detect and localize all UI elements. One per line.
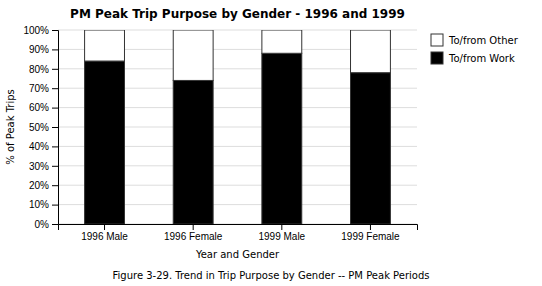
title: PM Peak Trip Purpose by Gender - 1996 an… [70, 7, 405, 21]
bar [173, 80, 213, 224]
grid [58, 30, 417, 224]
tick-mark [193, 224, 194, 230]
tick-label: 70% [29, 83, 49, 94]
legend-item: To/from Work [431, 52, 515, 64]
bar [173, 30, 213, 80]
axis-line [59, 225, 418, 231]
tick-mark [52, 69, 58, 70]
tick-mark [52, 108, 58, 109]
tick-mark [52, 88, 58, 89]
tick-label: 0% [35, 219, 50, 230]
x-label: Year and Gender [195, 249, 280, 260]
tick: 1999 Female [341, 224, 400, 242]
legend-swatch [431, 34, 443, 46]
tick-label: 10% [29, 199, 49, 210]
bar [262, 30, 302, 53]
tick: 0% [35, 219, 58, 230]
x-axis: 1996 Male 1996 Female 1999 Male 1999 Female [59, 224, 418, 242]
tick-mark [52, 30, 58, 31]
chart-container: 0% 10% 20% 30% 40% 50% 60% 70% 80% 90% 100% 1996 Ma… [0, 0, 542, 286]
tick: 100% [23, 25, 58, 36]
tick-label: 1999 Male [258, 231, 305, 242]
tick-label: 30% [29, 161, 49, 172]
tick: 20% [29, 180, 58, 191]
tick-label: 90% [29, 44, 49, 55]
bar-series [85, 30, 391, 80]
caption: Figure 3-29. Trend in Trip Purpose by Ge… [113, 270, 430, 281]
tick: 10% [29, 199, 58, 210]
axis-line [52, 31, 59, 225]
legend-label: To/from Work [448, 53, 515, 64]
tick-label: 100% [23, 25, 49, 36]
bar [85, 61, 125, 224]
chart: 0% 10% 20% 30% 40% 50% 60% 70% 80% 90% 100% 1996 Ma… [0, 0, 542, 286]
tick: 1996 Female [164, 224, 223, 242]
tick: 90% [29, 44, 58, 55]
tick: 60% [29, 102, 58, 113]
tick-label: 20% [29, 180, 49, 191]
tick-label: 80% [29, 64, 49, 75]
tick-mark [104, 224, 105, 230]
tick-mark [370, 224, 371, 230]
bar [85, 30, 125, 61]
tick-label: 1999 Female [341, 231, 400, 242]
tick: 70% [29, 83, 58, 94]
tick: 1999 Male [258, 224, 305, 242]
tick-mark [52, 49, 58, 50]
bar [351, 73, 391, 224]
tick-mark [52, 224, 58, 225]
legend: To/from Other To/from Work [431, 34, 519, 64]
legend-label: To/from Other [448, 35, 519, 46]
tick-label: 40% [29, 141, 49, 152]
bars [85, 30, 391, 224]
tick-mark [52, 185, 58, 186]
tick-mark [281, 224, 282, 230]
tick-label: 1996 Male [81, 231, 128, 242]
legend-swatch [431, 52, 443, 64]
tick: 80% [29, 64, 58, 75]
tick-label: 50% [29, 122, 49, 133]
tick-mark [52, 146, 58, 147]
tick: 1996 Male [81, 224, 128, 242]
tick-mark [52, 127, 58, 128]
tick-label: 1996 Female [164, 231, 223, 242]
bar-series [85, 53, 391, 224]
y-label: % of Peak Trips [5, 89, 16, 165]
bar [351, 30, 391, 73]
bar [262, 53, 302, 224]
tick: 50% [29, 122, 58, 133]
tick-mark [52, 166, 58, 167]
tick: 30% [29, 161, 58, 172]
legend-item: To/from Other [431, 34, 519, 46]
y-axis: 0% 10% 20% 30% 40% 50% 60% 70% 80% 90% 100% [23, 25, 58, 230]
tick-mark [52, 205, 58, 206]
tick-label: 60% [29, 102, 49, 113]
tick: 40% [29, 141, 58, 152]
